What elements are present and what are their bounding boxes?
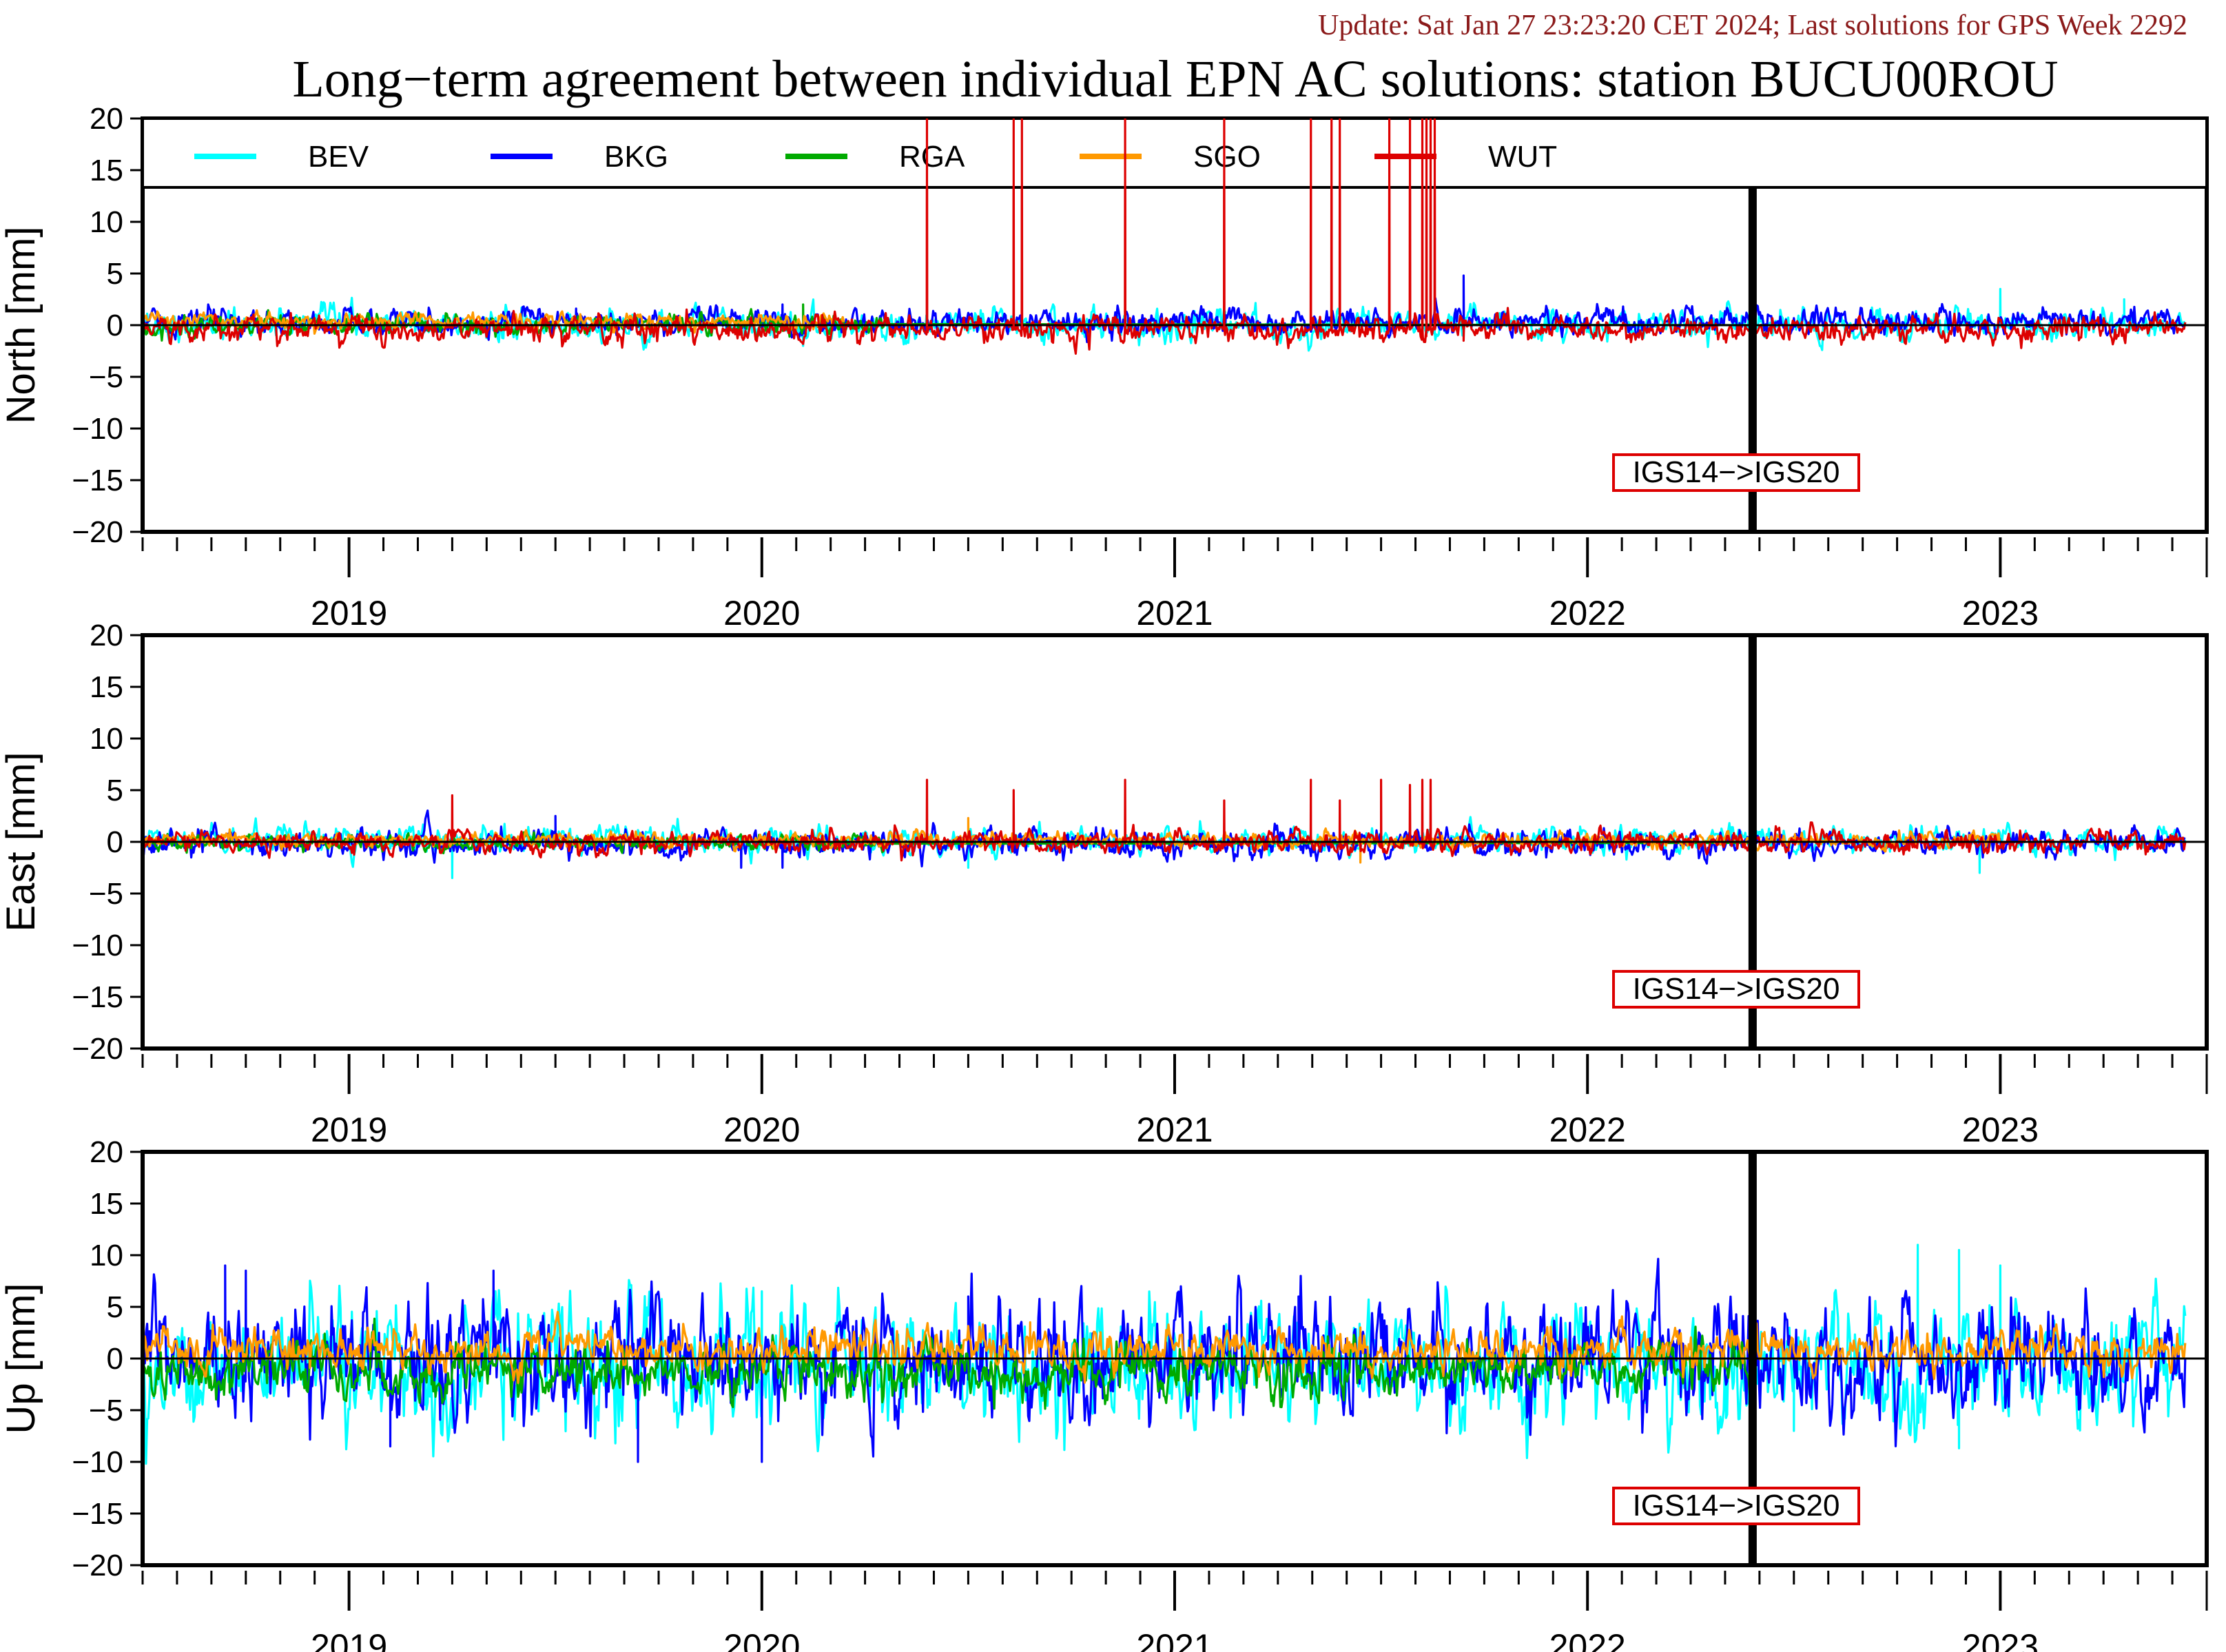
page-title: Long−term agreement between individual E… [292, 50, 2058, 108]
y-axis-title: Up [mm] [0, 1283, 43, 1434]
y-tick-label: −15 [72, 980, 123, 1014]
y-tick-label: 10 [90, 722, 123, 756]
y-tick-label: 15 [90, 670, 123, 704]
update-text: Update: Sat Jan 27 23:23:20 CET 2024; La… [1318, 10, 2187, 41]
y-tick-label: 15 [90, 1187, 123, 1221]
series-line-wut [143, 778, 2187, 862]
y-tick-label: −20 [72, 1032, 123, 1066]
annotation-box [1612, 1487, 1860, 1525]
x-year-label: 2019 [311, 1111, 387, 1149]
y-tick-label: 20 [90, 1135, 123, 1169]
series-group [143, 1243, 2187, 1465]
x-year-label: 2023 [1962, 594, 2039, 632]
y-axis-title: North [mm] [0, 227, 43, 424]
x-year-label: 2021 [1136, 1627, 1213, 1652]
x-year-label: 2020 [723, 1627, 800, 1652]
x-year-label: 2021 [1136, 1111, 1213, 1149]
y-tick-label: −10 [72, 929, 123, 962]
x-year-label: 2022 [1549, 594, 1626, 632]
y-tick-label: −15 [72, 1497, 123, 1531]
y-tick-label: −5 [89, 877, 123, 911]
y-tick-label: 0 [107, 1342, 123, 1376]
series-group [143, 118, 2187, 355]
y-tick-label: 15 [90, 154, 123, 187]
y-tick-label: 5 [107, 1290, 123, 1324]
x-year-label: 2020 [723, 594, 800, 632]
y-tick-label: −15 [72, 464, 123, 497]
y-tick-label: 0 [107, 825, 123, 859]
x-year-label: 2019 [311, 594, 387, 632]
annotation-box [1612, 970, 1860, 1009]
panel-3: 20 15 10 5 0 −5 −10 −15 −20 Up [mm] 2019 2020 2021 20… [0, 1135, 2209, 1652]
y-tick-label: 10 [90, 1239, 123, 1272]
annotation-text: IGS14−>IGS20 [1633, 455, 1840, 489]
y-tick-label: −5 [89, 1394, 123, 1427]
legend-label-sgo: SGO [1193, 140, 1261, 174]
y-axis-title: East [mm] [0, 752, 43, 931]
y-tick-label: −10 [72, 412, 123, 446]
x-year-label: 2023 [1962, 1627, 2039, 1652]
legend: BEV BKG RGA SGO WUT [141, 117, 2208, 329]
panel-2: 20 15 10 5 0 −5 −10 −15 −20 East [mm] 2019 2020 2021… [0, 619, 2209, 1149]
x-year-label: 2022 [1549, 1627, 1626, 1652]
legend-label-bev: BEV [308, 140, 369, 174]
x-year-label: 2021 [1136, 594, 1213, 632]
y-tick-label: −20 [72, 515, 123, 549]
annotation-box [1612, 453, 1860, 492]
y-tick-label: 5 [107, 257, 123, 291]
legend-box [141, 117, 2208, 189]
y-tick-label: 20 [90, 619, 123, 652]
y-tick-label: 5 [107, 774, 123, 807]
legend-label-wut: WUT [1488, 140, 1557, 174]
series-line-wut [143, 118, 2187, 355]
legend-label-rga: RGA [899, 140, 965, 174]
legend-label-bkg: BKG [604, 140, 668, 174]
y-tick-label: −10 [72, 1445, 123, 1479]
y-tick-label: 20 [90, 102, 123, 136]
y-tick-label: 10 [90, 205, 123, 239]
series-line-sgo [143, 309, 845, 335]
annotation-text: IGS14−>IGS20 [1633, 1489, 1840, 1522]
annotation-text: IGS14−>IGS20 [1633, 972, 1840, 1006]
y-tick-label: 0 [107, 309, 123, 342]
x-year-label: 2023 [1962, 1111, 2039, 1149]
panel-1: 20 15 10 5 0 −5 −10 −15 −20 North [mm] 2019 2020 202… [0, 102, 2209, 632]
x-year-label: 2020 [723, 1111, 800, 1149]
series-line-rga [143, 1310, 1754, 1410]
y-tick-label: −5 [89, 360, 123, 394]
x-year-label: 2022 [1549, 1111, 1626, 1149]
y-tick-label: −20 [72, 1549, 123, 1582]
x-year-label: 2019 [311, 1627, 387, 1652]
